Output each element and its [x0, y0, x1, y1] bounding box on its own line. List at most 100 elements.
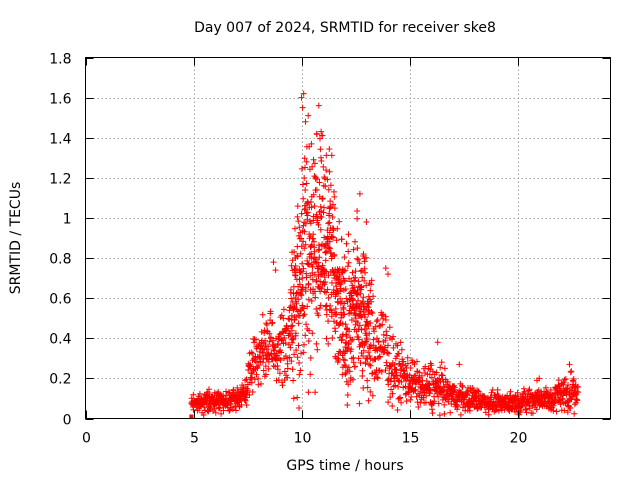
data-point: [308, 243, 315, 250]
data-point: [426, 390, 433, 397]
data-point: [350, 296, 356, 303]
data-point: [291, 351, 298, 358]
data-point: [367, 320, 374, 326]
data-point: [318, 214, 325, 221]
data-point: [241, 390, 248, 397]
data-point: [369, 310, 376, 317]
data-point: [326, 245, 333, 252]
data-point: [301, 155, 308, 162]
data-point: [326, 210, 333, 217]
data-point: [372, 371, 379, 378]
data-point: [341, 278, 348, 285]
data-point: [292, 263, 299, 269]
data-point: [354, 255, 361, 262]
data-point: [297, 367, 304, 374]
data-point: [330, 201, 336, 208]
data-point: [300, 349, 307, 356]
data-point: [363, 282, 370, 289]
data-point: [362, 360, 369, 367]
data-point: [268, 334, 274, 341]
data-point: [333, 311, 340, 318]
data-point: [385, 399, 392, 406]
data-point: [218, 410, 225, 417]
data-point: [305, 281, 312, 288]
data-point: [404, 360, 411, 367]
data-point: [332, 328, 339, 335]
data-point: [289, 339, 296, 346]
data-point: [284, 374, 291, 381]
data-point: [574, 397, 581, 404]
data-point: [435, 393, 442, 400]
data-point: [358, 284, 364, 291]
y-tick-label: 0: [63, 413, 72, 429]
data-point: [520, 385, 527, 392]
data-point: [302, 241, 309, 248]
data-point: [302, 220, 309, 227]
data-point: [326, 168, 333, 175]
data-point: [354, 215, 361, 222]
data-point: [285, 325, 292, 332]
data-point: [334, 225, 341, 232]
data-point: [312, 389, 319, 396]
data-point: [318, 154, 324, 161]
data-point: [428, 374, 435, 381]
series-start-marker: [189, 414, 194, 419]
data-point: [525, 387, 532, 394]
data-point: [290, 377, 297, 384]
data-point: [391, 361, 398, 368]
data-point: [342, 357, 348, 364]
data-point: [340, 268, 347, 275]
data-point: [389, 336, 395, 343]
data-point: [414, 358, 420, 365]
data-point: [308, 204, 315, 211]
data-point: [343, 369, 350, 376]
data-point: [265, 343, 272, 350]
data-point: [265, 358, 272, 365]
data-point: [313, 130, 320, 137]
data-point: [309, 276, 316, 283]
data-point: [308, 199, 314, 205]
data-point: [394, 407, 401, 413]
data-point: [293, 347, 300, 354]
y-tick-label: 0.4: [49, 332, 71, 348]
data-point: [374, 317, 381, 323]
data-point: [305, 296, 312, 303]
data-point: [366, 353, 373, 359]
data-point: [307, 286, 314, 293]
data-point: [428, 400, 435, 407]
data-point: [342, 371, 349, 378]
data-point: [292, 272, 299, 279]
data-point: [377, 353, 383, 360]
data-point: [394, 342, 401, 349]
data-point: [308, 298, 315, 304]
data-point: [444, 379, 451, 385]
data-point: [363, 254, 369, 261]
data-point: [411, 373, 418, 380]
data-point: [298, 306, 305, 313]
data-point: [294, 213, 301, 220]
data-point: [308, 140, 315, 147]
data-points: [188, 90, 582, 419]
data-point: [238, 401, 245, 408]
data-point: [353, 302, 360, 309]
data-point: [560, 379, 567, 386]
data-point: [379, 321, 386, 328]
data-point: [211, 405, 218, 412]
data-point: [259, 311, 266, 318]
data-point: [356, 322, 363, 329]
data-point: [360, 347, 367, 354]
data-point: [342, 267, 349, 274]
data-point: [568, 368, 575, 375]
data-point: [318, 128, 325, 135]
data-point: [435, 400, 442, 407]
data-point: [290, 395, 297, 402]
data-point: [248, 379, 255, 386]
data-point: [436, 375, 443, 382]
data-point: [325, 272, 332, 279]
data-point: [357, 268, 364, 275]
data-point: [368, 277, 375, 284]
data-point: [304, 303, 311, 310]
data-point: [375, 338, 382, 345]
x-tick-label: 20: [510, 431, 528, 447]
data-point: [309, 263, 316, 270]
